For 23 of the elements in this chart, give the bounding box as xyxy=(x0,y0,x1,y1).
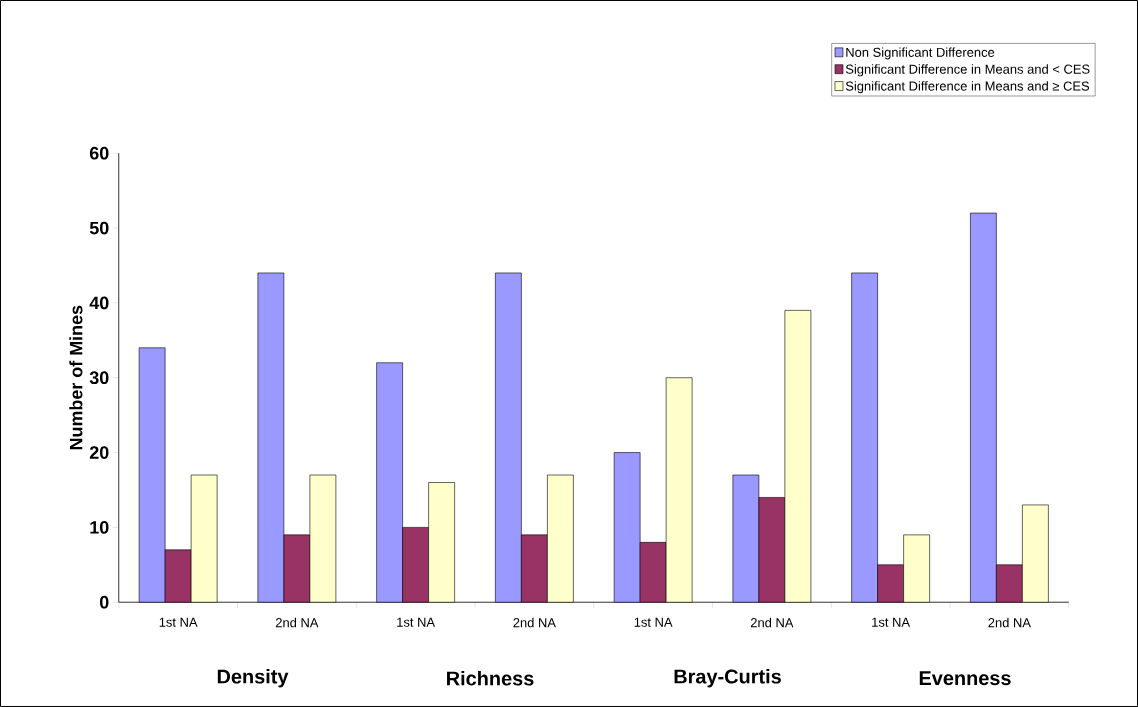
legend-label: Non Significant Difference xyxy=(846,47,995,60)
x-tick-label: 1st NA xyxy=(397,617,436,627)
x-tick-label: 2nd NA xyxy=(988,617,1031,628)
text: Richness xyxy=(447,670,534,686)
text: Density xyxy=(217,668,289,688)
legend-label: Significant Difference in Means and < CES xyxy=(845,64,1090,77)
x-tick-label: 2nd NA xyxy=(513,617,556,628)
x-tick-label: 1st NA xyxy=(634,617,673,627)
x-tick-label: 1st NA xyxy=(159,617,198,627)
y-tick-label: 50 xyxy=(89,221,109,235)
y-tick-label: 40 xyxy=(89,296,109,310)
text: Evenness xyxy=(919,671,1011,686)
y-tick-label: 10 xyxy=(90,521,109,534)
legend-label: Significant Difference in Means and ≥ CES xyxy=(845,81,1090,94)
y-tick-label: 20 xyxy=(89,446,109,459)
x-tick-label: 2nd NA xyxy=(750,617,794,628)
y-tick-label: 30 xyxy=(89,371,109,385)
x-tick-label: 1st NA xyxy=(872,617,911,627)
y-tick-label: 60 xyxy=(89,146,109,160)
x-tick-label: 2nd NA xyxy=(275,617,319,628)
text: Bray-Curtis xyxy=(674,668,781,688)
y-axis-title: Number of Mines xyxy=(69,305,83,450)
y-tick-label: 0 xyxy=(99,595,109,609)
